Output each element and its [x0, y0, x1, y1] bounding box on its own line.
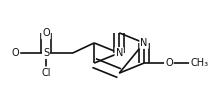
Text: N: N	[116, 48, 123, 58]
Text: O: O	[12, 48, 19, 58]
Text: O: O	[165, 58, 173, 68]
Text: S: S	[43, 48, 49, 58]
Text: O: O	[42, 28, 50, 38]
Text: Cl: Cl	[41, 68, 51, 78]
Text: CH₃: CH₃	[190, 58, 208, 68]
Text: N: N	[140, 38, 148, 48]
